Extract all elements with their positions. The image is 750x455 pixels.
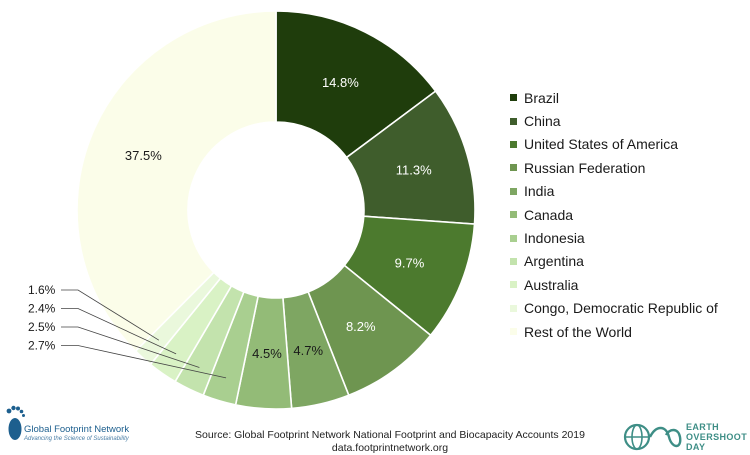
legend-swatch xyxy=(510,328,517,336)
data-label-indonesia: 2.7% xyxy=(28,339,56,353)
gfn-name: Global Footprint Network xyxy=(24,424,130,435)
globe-loop-icon xyxy=(623,423,682,451)
legend-label: Congo, Democratic Republic of xyxy=(524,300,718,317)
legend-swatch xyxy=(510,94,517,102)
eod-line-3: DAY xyxy=(686,442,706,452)
data-label-china: 11.3% xyxy=(396,163,432,178)
legend-label: Argentina xyxy=(524,253,584,270)
legend-label: India xyxy=(524,183,555,200)
legend-item-russian-federation: Russian Federation xyxy=(510,156,718,179)
legend-swatch xyxy=(510,187,517,195)
legend-swatch xyxy=(510,117,517,125)
leader-line-congo-democratic-republic-of xyxy=(61,289,160,341)
footprint-icon xyxy=(6,405,25,440)
data-label-canada: 4.5% xyxy=(252,346,282,361)
global-footprint-network-logo: Global Footprint Network Advancing the S… xyxy=(4,402,144,450)
legend-swatch xyxy=(510,281,517,289)
data-label-rest-of-the-world: 37.5% xyxy=(125,148,162,163)
legend-swatch xyxy=(510,304,517,312)
data-label-united-states-of-america: 9.7% xyxy=(395,256,425,271)
legend-label: Indonesia xyxy=(524,230,585,247)
legend-item-argentina: Argentina xyxy=(510,250,718,273)
legend-item-united-states-of-america: United States of America xyxy=(510,133,718,156)
data-label-india: 4.7% xyxy=(293,343,323,358)
earth-overshoot-day-logo: EARTH OVERSHOOT DAY xyxy=(622,421,750,455)
legend-item-brazil: Brazil xyxy=(510,86,718,109)
legend-label: Canada xyxy=(524,206,574,223)
data-label-australia: 2.4% xyxy=(28,302,56,316)
data-label-brazil: 14.8% xyxy=(322,75,359,90)
legend-item-canada: Canada xyxy=(510,203,718,226)
data-label-argentina: 2.5% xyxy=(28,320,56,334)
source-line-2: data.footprintnetwork.org xyxy=(331,442,449,454)
legend-label: Rest of the World xyxy=(524,323,632,340)
source-note: Source: Global Footprint Network Nationa… xyxy=(150,429,630,455)
source-line-1: Source: Global Footprint Network Nationa… xyxy=(195,429,585,441)
leader-line-argentina xyxy=(61,326,200,368)
legend-item-australia: Australia xyxy=(510,273,718,296)
legend-item-congo-democratic-republic-of: Congo, Democratic Republic of xyxy=(510,297,718,320)
eod-line-2: OVERSHOOT xyxy=(686,432,748,442)
gfn-tagline: Advancing the Science of Sustainability xyxy=(24,436,129,442)
data-label-russian-federation: 8.2% xyxy=(346,319,376,334)
legend-swatch xyxy=(510,140,517,148)
leader-line-indonesia xyxy=(61,345,227,379)
legend-swatch xyxy=(510,257,517,265)
legend-item-india: India xyxy=(510,180,718,203)
legend-swatch xyxy=(510,164,517,172)
legend-label: United States of America xyxy=(524,136,679,153)
legend-label: Australia xyxy=(524,276,579,293)
legend-label: China xyxy=(524,113,561,130)
legend-label: Brazil xyxy=(524,89,560,106)
legend-item-china: China xyxy=(510,109,718,132)
legend-item-rest-of-the-world: Rest of the World xyxy=(510,320,718,343)
legend-label: Russian Federation xyxy=(524,159,646,176)
eod-line-1: EARTH xyxy=(686,422,719,432)
legend-swatch xyxy=(510,211,517,219)
data-label-congo-democratic-republic-of: 1.6% xyxy=(28,283,56,297)
legend-item-indonesia: Indonesia xyxy=(510,226,718,249)
legend-swatch xyxy=(510,234,517,242)
chart-legend: Brazil China United States of America Russi… xyxy=(510,86,718,343)
slice-rest-of-the-world xyxy=(76,10,277,353)
leader-line-australia xyxy=(61,308,177,355)
